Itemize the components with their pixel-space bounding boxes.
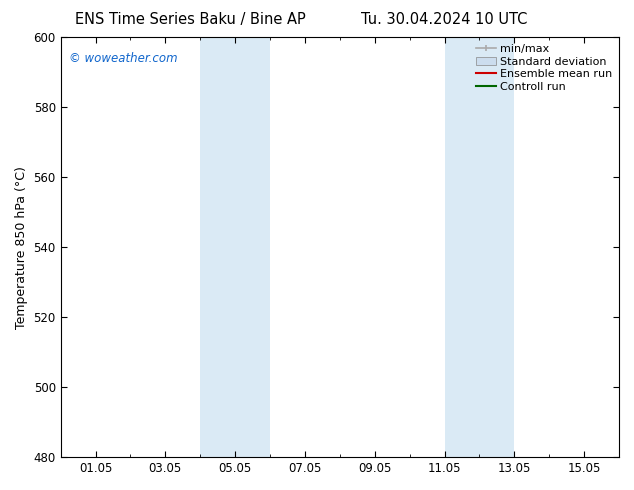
Bar <box>200 37 270 457</box>
Legend: min/max, Standard deviation, Ensemble mean run, Controll run: min/max, Standard deviation, Ensemble me… <box>472 41 616 96</box>
Text: ENS Time Series Baku / Bine AP: ENS Time Series Baku / Bine AP <box>75 12 306 27</box>
Text: Tu. 30.04.2024 10 UTC: Tu. 30.04.2024 10 UTC <box>361 12 527 27</box>
Text: © woweather.com: © woweather.com <box>69 52 178 65</box>
Bar <box>444 37 514 457</box>
Y-axis label: Temperature 850 hPa (°C): Temperature 850 hPa (°C) <box>15 166 28 329</box>
